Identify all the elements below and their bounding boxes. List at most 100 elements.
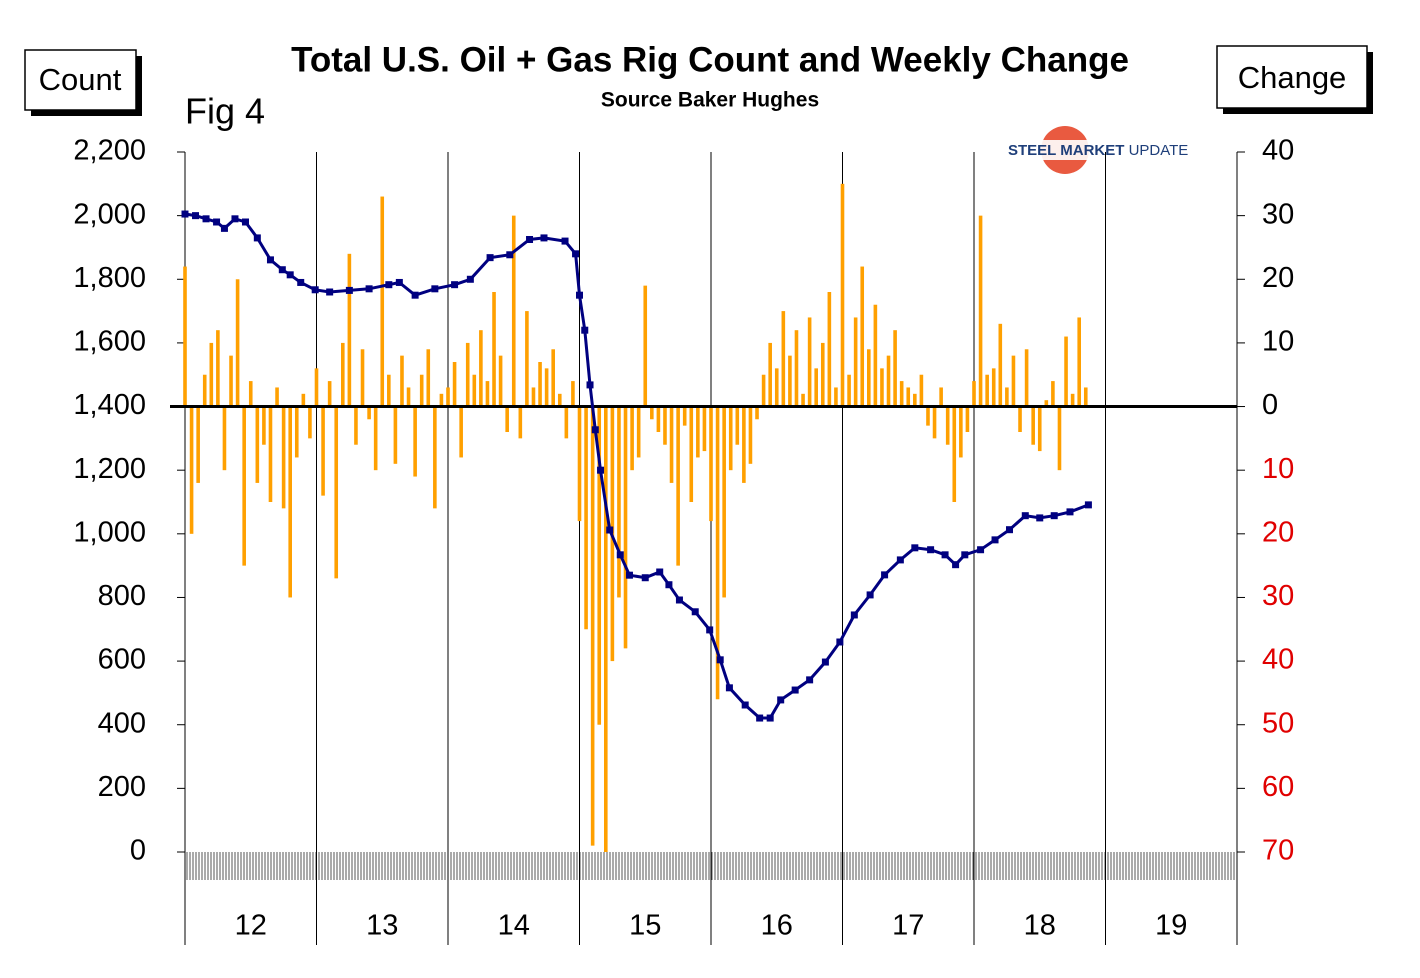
bar [860, 266, 865, 407]
line-marker [311, 286, 319, 294]
bar [433, 406, 437, 509]
bar [794, 330, 799, 407]
line-marker [365, 285, 373, 293]
bar [183, 266, 187, 407]
line-marker [591, 426, 599, 434]
y-axis-label: Count [39, 62, 122, 97]
line-marker [286, 271, 294, 279]
bar [886, 355, 891, 407]
bar [590, 406, 595, 846]
bar [873, 304, 878, 407]
y-tick-label: 0 [130, 835, 146, 867]
y-tick-label: 200 [98, 771, 146, 803]
line-marker [991, 536, 999, 544]
bar [485, 381, 490, 407]
line-marker [691, 608, 699, 616]
bar [387, 374, 391, 407]
bar [807, 317, 812, 407]
bar [275, 387, 279, 407]
y-tick-label: 800 [98, 580, 146, 612]
line-marker [766, 714, 774, 722]
bar [913, 393, 917, 407]
bar [472, 374, 477, 407]
y2-label-box [1216, 45, 1368, 109]
line-marker [977, 546, 985, 554]
bar [235, 279, 240, 407]
bar [702, 406, 707, 452]
line-marker [213, 218, 221, 226]
bar [262, 406, 266, 445]
y2-tick-label: 40 [1262, 644, 1294, 676]
bar [1037, 406, 1042, 452]
bar [242, 406, 246, 566]
line-marker [1021, 512, 1029, 520]
bar [1057, 406, 1062, 471]
line-marker [641, 574, 649, 582]
line-marker [675, 596, 683, 604]
bar [327, 381, 332, 407]
bar [834, 387, 838, 407]
bar [853, 317, 858, 407]
bar [840, 183, 845, 407]
line-marker [791, 686, 799, 694]
bar [551, 349, 555, 407]
x-tick-label: 16 [761, 910, 793, 942]
bar [623, 406, 628, 649]
bar [682, 406, 687, 426]
bar [229, 355, 233, 407]
bar [222, 406, 227, 471]
line-marker [716, 656, 724, 664]
line-marker [231, 215, 239, 223]
line-marker [927, 546, 935, 554]
line-marker [220, 224, 228, 232]
line-marker [278, 266, 286, 274]
bar [906, 387, 911, 407]
bar [281, 406, 286, 509]
line-marker [741, 701, 749, 709]
y-tick-label: 400 [98, 707, 146, 739]
line-marker [540, 234, 548, 242]
bar [354, 406, 358, 445]
bar [1077, 317, 1081, 407]
x-tick-label: 15 [629, 910, 661, 942]
y-tick-label: 1,800 [73, 262, 146, 294]
bar [492, 292, 496, 407]
chart-subtitle: Source Baker Hughes [601, 89, 819, 112]
y2-tick-label: 0 [1262, 389, 1278, 421]
line-marker [952, 561, 960, 569]
line-marker [253, 234, 261, 242]
x-tick-label: 12 [235, 910, 267, 942]
bar [314, 368, 319, 407]
y2-tick-label: 10 [1262, 326, 1294, 358]
bar [413, 406, 417, 477]
bar [939, 387, 943, 407]
line-marker [431, 285, 439, 293]
logo-band [1005, 140, 1220, 160]
line-marker [526, 236, 534, 243]
bar [288, 406, 292, 598]
x-tick-label: 19 [1155, 910, 1187, 942]
bar [216, 330, 220, 407]
bar [722, 406, 726, 598]
bar [1064, 336, 1068, 407]
x-tick-label: 14 [498, 910, 530, 942]
bar [663, 406, 667, 445]
line-marker [486, 254, 494, 262]
bar [978, 215, 983, 407]
line-marker [941, 551, 949, 559]
y-tick-label: 2,000 [73, 198, 146, 230]
bar [919, 374, 924, 407]
bar [1044, 400, 1049, 407]
bar [617, 406, 621, 598]
x-tick-label: 17 [892, 910, 924, 942]
y-tick-label: 1,000 [73, 516, 146, 548]
x-tick-label: 18 [1024, 910, 1056, 942]
bar [571, 381, 575, 407]
line-marker [572, 250, 580, 258]
bar [584, 406, 588, 630]
bar [689, 406, 694, 502]
bar [1024, 349, 1029, 407]
line-marker [836, 638, 844, 646]
line-marker [706, 626, 714, 634]
bar [669, 406, 674, 483]
